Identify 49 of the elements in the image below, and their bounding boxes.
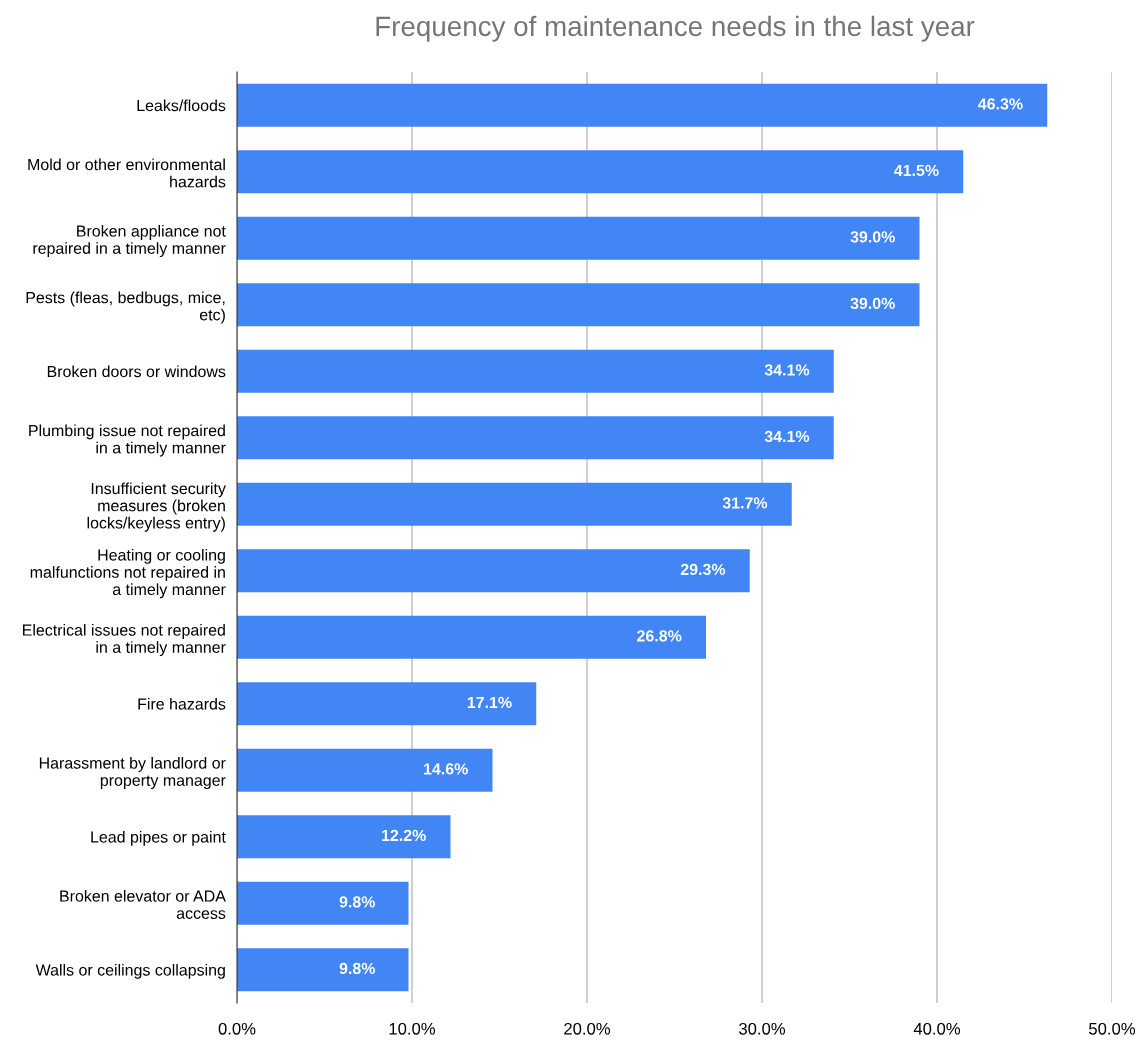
- bar: [237, 416, 834, 460]
- y-tick-label: Fire hazards: [138, 697, 226, 710]
- bar: [237, 83, 1048, 127]
- x-tick-label: 10.0%: [389, 1022, 436, 1035]
- bar: [237, 216, 920, 260]
- data-label: 39.0%: [850, 297, 895, 310]
- bar: [237, 815, 451, 859]
- y-tick-label: Harassment by landlord or property manager: [39, 757, 226, 790]
- y-tick-label: Plumbing issue not repaired in a timely manner: [29, 424, 226, 457]
- bar: [237, 881, 409, 925]
- bar: [237, 682, 537, 726]
- bar: [237, 748, 493, 792]
- data-label: 46.3%: [978, 98, 1023, 110]
- bar: [237, 615, 706, 659]
- x-tick-label: 50.0%: [1089, 1022, 1136, 1035]
- bar: [237, 482, 792, 526]
- y-tick-label: Broken elevator or ADA access: [60, 890, 226, 919]
- x-tick-label: 0.0%: [218, 1022, 256, 1035]
- x-tick-label: 40.0%: [913, 1022, 961, 1035]
- data-label: 9.8%: [339, 962, 376, 975]
- bar: [237, 150, 964, 194]
- y-tick-label: Pests (fleas, bedbugs, mice, etc): [26, 291, 225, 324]
- y-tick-label: Lead pipes or paint: [91, 830, 226, 846]
- data-label: 12.2%: [382, 829, 426, 842]
- bar: [237, 948, 409, 992]
- data-label: 34.1%: [764, 430, 810, 443]
- x-tick-label: 20.0%: [564, 1022, 611, 1035]
- x-tick-label: 30.0%: [739, 1022, 786, 1035]
- y-tick-label: Electrical issues not repaired in a timely manner: [23, 624, 226, 657]
- data-label: 41.5%: [894, 164, 939, 177]
- data-label: 31.7%: [722, 497, 768, 509]
- y-tick-label: Leaks/floods: [137, 99, 226, 112]
- data-label: 9.8%: [339, 896, 376, 908]
- y-tick-label: Mold or other environmental hazards: [28, 158, 226, 188]
- data-label: 14.6%: [424, 763, 468, 775]
- chart-title: Frequency of maintenance needs in the last year: [376, 15, 975, 42]
- bar: [237, 549, 750, 593]
- y-tick-label: Walls or ceilings collapsing: [35, 963, 225, 979]
- data-label: 17.1%: [467, 696, 512, 709]
- data-label: 29.3%: [680, 563, 726, 576]
- bar: [237, 283, 920, 327]
- y-tick-label: Broken appliance not repaired in a timely manner: [33, 225, 226, 258]
- data-label: 39.0%: [850, 231, 895, 243]
- data-label: 26.8%: [637, 630, 682, 642]
- y-tick-label: Heating or cooling malfunctions not repaired in a timely manner: [30, 548, 226, 599]
- bar: [237, 349, 834, 393]
- data-label: 34.1%: [764, 364, 810, 376]
- y-tick-label: Broken doors or windows: [47, 365, 226, 378]
- y-tick-label: Insufficient security measures (broken locks/keyless entry): [87, 482, 226, 532]
